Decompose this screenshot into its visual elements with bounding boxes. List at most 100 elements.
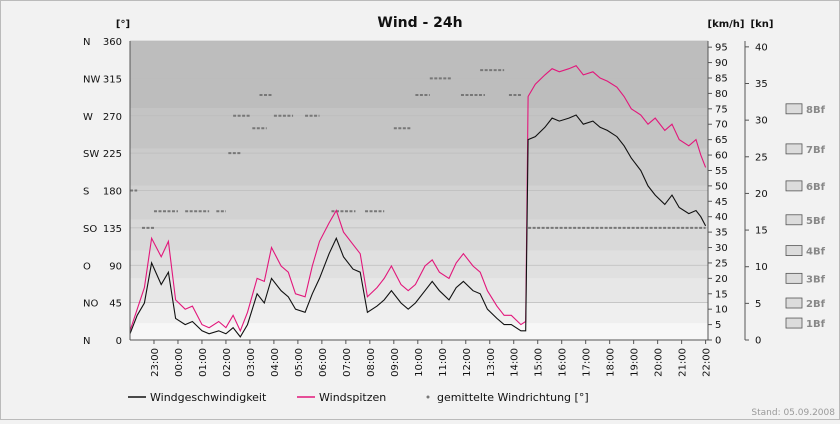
kmh-tick-label: 10 (715, 305, 728, 316)
direction-tick-label: N (83, 336, 90, 347)
x-tick-label: 06:00 (318, 348, 329, 377)
beaufort-box (785, 143, 803, 155)
direction-tick-label: W (83, 112, 93, 123)
beaufort-label: 8Bf (806, 105, 826, 116)
speed-line (129, 114, 707, 338)
legend: Windgeschwindigkeit Windspitzen gemittelte… (128, 391, 589, 404)
kmh-tick-label: 65 (715, 135, 728, 146)
beaufort-band (130, 303, 708, 324)
x-tick-label: 02:00 (222, 348, 233, 377)
kmh-tick-label: 50 (715, 181, 728, 192)
beaufort-scale: 1Bf 2Bf 3Bf 4Bf 5Bf 6Bf 7Bf 8Bf (785, 103, 826, 330)
axes: N NO O SO S SW W NW N 0 45 90 135 180 225 270 315 360 0 5 10… (83, 37, 768, 377)
x-tick-label: 22:00 (702, 348, 713, 377)
degree-tick-label: 360 (103, 37, 122, 48)
x-tick-label: 00:00 (174, 348, 185, 377)
kmh-tick-label: 45 (715, 197, 728, 208)
kn-tick-label: 35 (755, 79, 768, 90)
x-tick-label: 05:00 (294, 348, 305, 377)
kmh-tick-label: 5 (715, 320, 721, 331)
kn-tick-label: 25 (755, 152, 768, 163)
x-tick-label: 01:00 (198, 348, 209, 377)
direction-tick-label: NW (83, 74, 100, 85)
kmh-tick-label: 75 (715, 104, 728, 115)
legend-label: gemittelte Windrichtung [°] (437, 391, 589, 404)
degree-tick-label: 270 (103, 112, 122, 123)
x-tick-label: 13:00 (486, 348, 497, 377)
x-tick-label: 11:00 (438, 348, 449, 377)
beaufort-label: 6Bf (806, 182, 826, 193)
stand-date: Stand: 05.09.2008 (751, 408, 835, 418)
legend-label: Windspitzen (319, 391, 386, 404)
chart-title: Wind - 24h (377, 15, 462, 31)
beaufort-band (130, 41, 708, 109)
beaufort-box (785, 245, 803, 257)
kmh-tick-label: 55 (715, 166, 728, 177)
kn-tick-label: 20 (755, 189, 768, 200)
x-tick-label: 14:00 (510, 348, 521, 377)
kmh-tick-label: 0 (715, 336, 721, 347)
beaufort-label: 7Bf (806, 145, 826, 156)
kmh-tick-label: 35 (715, 228, 728, 239)
kn-tick-label: 30 (755, 116, 768, 127)
degree-tick-label: 0 (116, 336, 122, 347)
kmh-axis-label: [km/h] (708, 19, 745, 30)
x-tick-label: 12:00 (462, 348, 473, 377)
beaufort-band (130, 148, 708, 186)
beaufort-box (785, 297, 803, 309)
direction-tick-label: NO (83, 299, 98, 310)
x-tick-label: 07:00 (342, 348, 353, 377)
kn-tick-label: 10 (755, 262, 768, 273)
gust-line (129, 65, 707, 333)
degree-tick-label: 90 (109, 261, 122, 272)
beaufort-box (785, 214, 803, 226)
speed-series (129, 65, 707, 338)
kn-tick-label: 40 (755, 42, 768, 53)
kmh-tick-label: 25 (715, 258, 728, 269)
legend-swatch (426, 395, 430, 399)
beaufort-label: 1Bf (806, 319, 826, 330)
x-tick-label: 21:00 (678, 348, 689, 377)
direction-tick-label: SO (83, 224, 97, 235)
kmh-tick-label: 15 (715, 289, 728, 300)
direction-tick-label: O (83, 261, 91, 272)
x-tick-label: 10:00 (414, 348, 425, 377)
kmh-tick-label: 30 (715, 243, 728, 254)
kn-tick-label: 15 (755, 226, 768, 237)
x-tick-label: 04:00 (270, 348, 281, 377)
direction-series (130, 69, 706, 229)
x-tick-label: 08:00 (366, 348, 377, 377)
beaufort-band (130, 323, 708, 340)
degree-tick-label: 180 (103, 187, 122, 198)
x-tick-label: 15:00 (534, 348, 545, 377)
beaufort-box (785, 317, 803, 329)
beaufort-label: 2Bf (806, 299, 826, 310)
degree-tick-label: 315 (103, 74, 122, 85)
beaufort-box (785, 180, 803, 192)
kmh-tick-label: 80 (715, 89, 728, 100)
beaufort-box (785, 272, 803, 284)
kmh-tick-label: 70 (715, 120, 728, 131)
left-axis-label: [°] (116, 19, 130, 30)
x-tick-label: 17:00 (582, 348, 593, 377)
beaufort-band (130, 250, 708, 279)
kmh-tick-label: 95 (715, 43, 728, 54)
kn-tick-label: 5 (755, 299, 761, 310)
degree-tick-label: 225 (103, 149, 122, 160)
x-tick-label: 23:00 (150, 348, 161, 377)
x-tick-label: 20:00 (654, 348, 665, 377)
x-tick-label: 09:00 (390, 348, 401, 377)
direction-tick-label: S (83, 187, 89, 198)
kn-tick-label: 0 (755, 336, 761, 347)
beaufort-label: 5Bf (806, 216, 826, 227)
beaufort-label: 4Bf (806, 247, 826, 258)
degree-tick-label: 135 (103, 224, 122, 235)
kmh-tick-label: 60 (715, 151, 728, 162)
direction-tick-label: SW (83, 149, 99, 160)
kn-axis-label: [kn] (751, 19, 774, 30)
kmh-tick-label: 90 (715, 58, 728, 69)
kmh-tick-label: 40 (715, 212, 728, 223)
kmh-tick-label: 20 (715, 274, 728, 285)
